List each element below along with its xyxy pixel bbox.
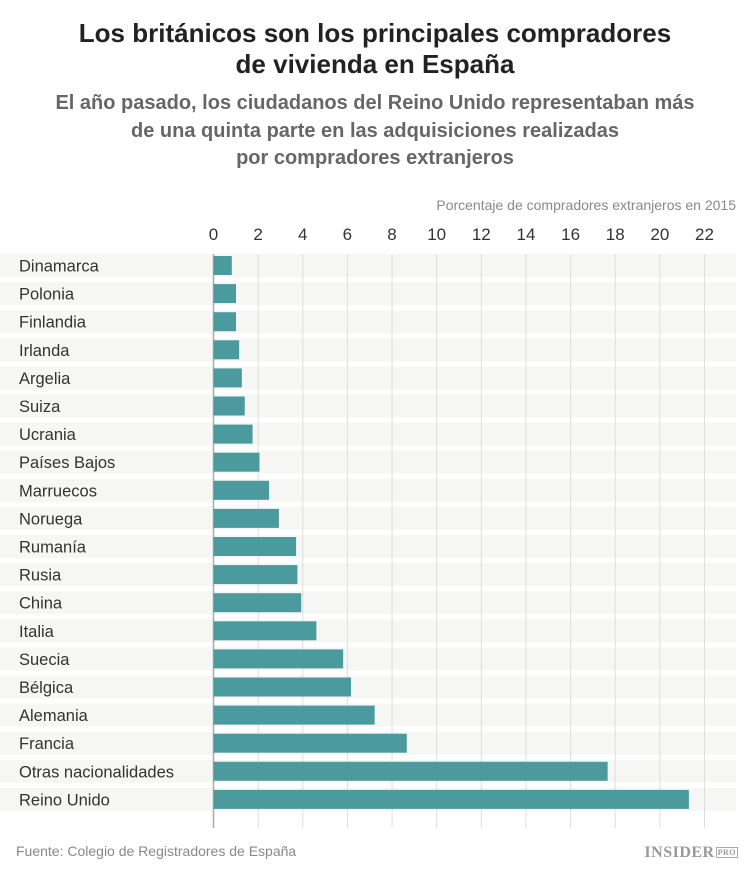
category-label: Países Bajos <box>19 454 115 472</box>
category-label: Alemania <box>19 707 89 725</box>
category-label: Argelia <box>19 370 71 388</box>
bar <box>213 340 240 360</box>
chart-subtitle: El año pasado, los ciudadanos del Reino … <box>40 90 710 173</box>
category-label: Bélgica <box>19 679 74 697</box>
row-band <box>0 282 736 306</box>
category-label: Rumanía <box>19 539 87 557</box>
bar <box>213 284 237 304</box>
x-tick-label: 4 <box>298 225 307 244</box>
category-label: Noruega <box>19 510 83 528</box>
category-label: Dinamarca <box>19 258 100 276</box>
row-band <box>0 254 736 277</box>
x-tick-label: 18 <box>606 225 625 244</box>
insider-pro-logo: INSIDER PRO <box>644 844 738 862</box>
category-label: Finlandia <box>19 314 87 332</box>
bar <box>213 396 245 416</box>
bar <box>213 424 253 444</box>
bar <box>213 256 232 275</box>
bar <box>213 480 270 500</box>
x-tick-label: 12 <box>472 225 491 244</box>
category-label: Otras nacionalidades <box>19 763 174 781</box>
category-label: Marruecos <box>19 482 97 500</box>
bar <box>213 593 302 613</box>
bar <box>213 537 297 556</box>
x-tick-label: 22 <box>695 225 714 244</box>
title-line: Los británicos son los principales compr… <box>78 18 672 48</box>
category-label: Suecia <box>19 651 70 669</box>
row-band <box>0 394 736 418</box>
x-tick-label: 2 <box>253 225 262 244</box>
x-tick-label: 8 <box>387 225 396 244</box>
x-axis-label: Porcentaje de compradores extranjeros en… <box>436 197 736 213</box>
row-band <box>0 619 736 643</box>
row-band <box>0 647 736 671</box>
row-band <box>0 563 736 587</box>
bar <box>213 312 237 332</box>
x-tick-label: 14 <box>516 225 535 244</box>
bar <box>213 452 260 472</box>
bar <box>213 508 279 528</box>
bar <box>213 733 407 753</box>
category-label: China <box>19 595 63 613</box>
row-band <box>0 450 736 474</box>
category-label: Irlanda <box>19 342 70 360</box>
category-label: Polonia <box>19 286 75 304</box>
row-band <box>0 366 736 390</box>
row-band <box>0 310 736 334</box>
chart-title: Los británicos son los principales compr… <box>0 18 750 80</box>
row-band <box>0 422 736 446</box>
title-line: de vivienda en España <box>235 49 515 79</box>
subtitle-line: por compradores extranjeros <box>236 147 514 169</box>
bar <box>213 705 375 725</box>
row-band <box>0 478 736 502</box>
row-band <box>0 591 736 615</box>
x-tick-label: 0 <box>209 225 218 244</box>
x-tick-label: 6 <box>343 225 352 244</box>
x-tick-label: 20 <box>650 225 669 244</box>
logo-badge: PRO <box>715 847 738 858</box>
row-band <box>0 338 736 362</box>
bar <box>213 677 351 697</box>
logo-text: INSIDER <box>644 844 715 861</box>
subtitle-line: de una quinta parte en las adquisiciones… <box>131 119 619 142</box>
bar <box>213 368 242 388</box>
bar <box>213 649 344 669</box>
row-band <box>0 535 736 558</box>
bar <box>213 761 608 781</box>
row-band <box>0 675 736 699</box>
bar <box>213 565 298 585</box>
category-label: Suiza <box>19 398 61 416</box>
x-tick-label: 10 <box>427 225 446 244</box>
row-band <box>0 506 736 530</box>
x-tick-label: 16 <box>561 225 580 244</box>
subtitle-line: El año pasado, los ciudadanos del Reino … <box>55 92 695 114</box>
source-note: Fuente: Colegio de Registradores de Espa… <box>16 843 297 859</box>
category-label: Italia <box>19 623 55 641</box>
category-label: Francia <box>19 735 75 753</box>
bar <box>213 789 689 809</box>
category-label: Reino Unido <box>19 791 110 809</box>
bar <box>213 621 317 641</box>
category-label: Ucrania <box>19 426 77 444</box>
category-label: Rusia <box>19 567 62 585</box>
